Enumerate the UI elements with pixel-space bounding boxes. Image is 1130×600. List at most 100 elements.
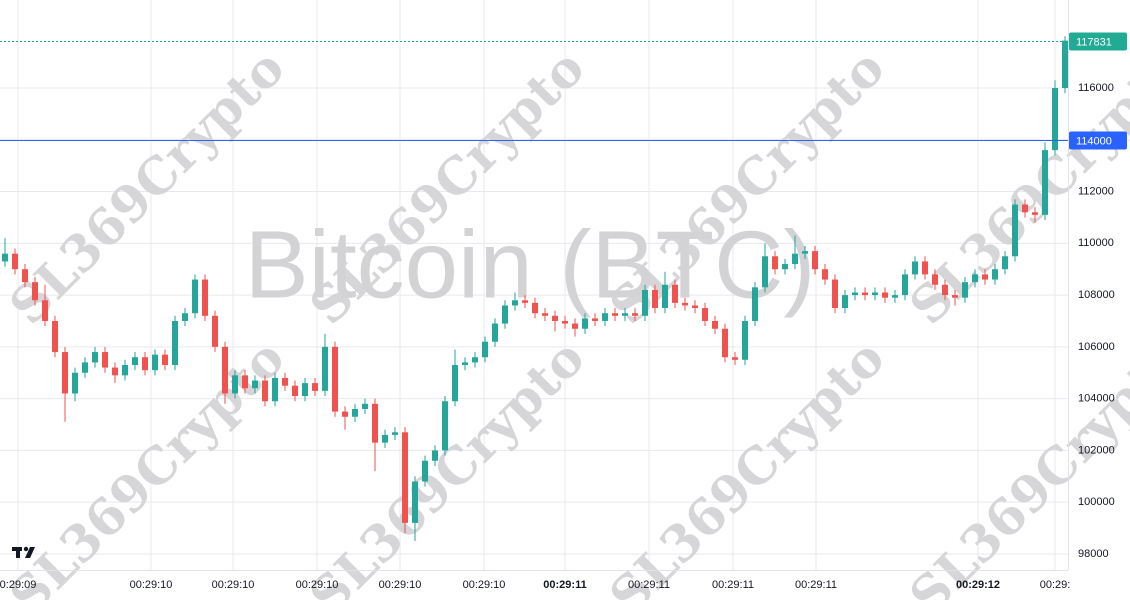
- candle-body: [242, 375, 248, 389]
- x-tick-label: 00:29:11: [543, 579, 586, 591]
- candle-body: [742, 320, 748, 360]
- chart-title: Bitcoin (BTC): [245, 211, 816, 318]
- candle-body: [832, 279, 838, 309]
- candle-body: [922, 261, 928, 275]
- candle-body: [1062, 40, 1068, 89]
- candle-body: [72, 372, 78, 394]
- candle-body: [942, 284, 948, 296]
- candle-body: [562, 320, 568, 324]
- candle-body: [232, 375, 238, 394]
- candle-body: [682, 302, 688, 306]
- x-tick-label: 00:29:11: [712, 579, 754, 591]
- candle-body: [992, 269, 998, 280]
- candle-body: [392, 432, 398, 435]
- candle-body: [1012, 204, 1018, 257]
- candle-body: [162, 354, 168, 365]
- candle-body: [222, 346, 228, 394]
- candle-body: [762, 256, 768, 288]
- candle-body: [582, 318, 588, 329]
- candle-body: [1032, 212, 1038, 215]
- logo-part: [23, 546, 29, 552]
- candle-body: [712, 320, 718, 329]
- y-tick-label: 104000: [1078, 393, 1115, 405]
- candle-body: [292, 385, 298, 397]
- logo-part: [16, 547, 20, 558]
- candle-body: [572, 323, 578, 329]
- candle-body: [542, 313, 548, 316]
- candle-body: [2, 253, 8, 262]
- candle-body: [692, 305, 698, 309]
- candle-body: [822, 269, 828, 280]
- price-label-bg: [1069, 32, 1127, 51]
- candle-body: [1002, 256, 1008, 270]
- candle-body: [422, 460, 428, 482]
- candle-body: [182, 313, 188, 321]
- candle-body: [352, 408, 358, 417]
- candle-body: [732, 357, 738, 360]
- candle-body: [252, 380, 258, 389]
- candle-body: [512, 300, 518, 306]
- candle-body: [12, 253, 18, 270]
- price-axis: 98000 100000 102000 104000 106000 108000 11000…: [1069, 32, 1127, 560]
- candle-body: [32, 282, 38, 301]
- candle-body: [362, 403, 368, 409]
- candle-body: [1052, 88, 1058, 151]
- candle-body: [42, 300, 48, 321]
- candle-body: [982, 274, 988, 280]
- y-tick-label: 110000: [1078, 237, 1114, 249]
- candle-body: [782, 264, 788, 270]
- y-tick-label: 116000: [1078, 82, 1114, 94]
- y-tick-label: 98000: [1078, 548, 1109, 560]
- candle-body: [722, 328, 728, 358]
- candle-body: [932, 274, 938, 285]
- candle-body: [792, 253, 798, 265]
- candle-body: [82, 362, 88, 373]
- grid: [0, 0, 1068, 570]
- candle-body: [842, 295, 848, 309]
- x-tick-label: 00:29:: [1040, 579, 1071, 591]
- candle-body: [492, 323, 498, 342]
- candle-body: [1042, 150, 1048, 215]
- candle-body: [302, 383, 308, 397]
- candle-body: [432, 450, 438, 461]
- candle-body: [1022, 204, 1028, 213]
- candle-body: [802, 251, 808, 254]
- candle-body: [132, 357, 138, 365]
- candle-body: [452, 364, 458, 402]
- candle-body: [22, 269, 28, 283]
- time-axis: 0:29:09 00:29:10 00:29:10 00:29:10 00:29:10 0…: [0, 579, 1070, 591]
- y-tick-label: 106000: [1078, 341, 1115, 353]
- candle-body: [642, 289, 648, 316]
- candle-body: [602, 313, 608, 321]
- candle-body: [892, 295, 898, 298]
- x-tick-label: 0:29:09: [0, 579, 36, 591]
- candle-body: [482, 341, 488, 358]
- y-tick-label: 112000: [1078, 185, 1114, 197]
- candle-body: [702, 308, 708, 321]
- candle-body: [192, 279, 198, 314]
- x-tick-label: 00:29:11: [628, 579, 670, 591]
- candle-body: [882, 292, 888, 298]
- x-tick-label: 00:29:10: [379, 579, 422, 591]
- x-tick-label: 00:29:10: [296, 579, 339, 591]
- candle-body: [662, 284, 668, 309]
- candle-body: [862, 292, 868, 296]
- candle-body: [592, 318, 598, 321]
- candle-body: [202, 279, 208, 316]
- candle-body: [472, 357, 478, 363]
- candle-body: [152, 354, 158, 371]
- candle-body: [342, 411, 348, 417]
- candle-body: [812, 251, 818, 270]
- candle-body: [52, 320, 58, 353]
- candle-body: [442, 401, 448, 451]
- candle-body: [332, 346, 338, 412]
- candle-body: [102, 352, 108, 368]
- y-tick-label: 108000: [1078, 289, 1115, 301]
- candle-body: [92, 352, 98, 363]
- y-tick-label: 102000: [1078, 444, 1115, 456]
- price-label: 114000: [1076, 135, 1112, 147]
- candle-body: [632, 313, 638, 316]
- candle-body: [112, 367, 118, 376]
- candle-body: [752, 287, 758, 321]
- candle-body: [322, 346, 328, 391]
